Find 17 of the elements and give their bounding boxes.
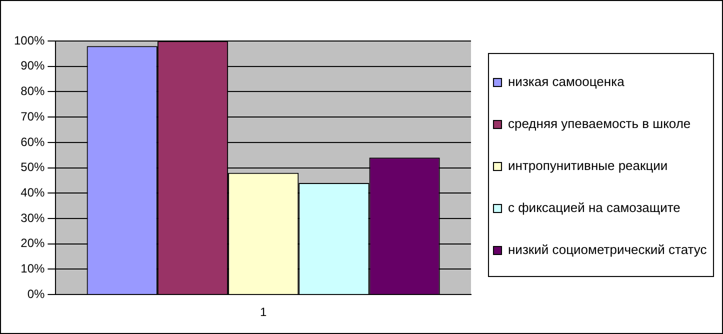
legend-label: низкая самооценка (508, 72, 624, 90)
legend-label: интропунитивные реакции (508, 156, 668, 174)
legend-label: с фиксацией на самозащите (508, 198, 680, 216)
legend-label: средняя упеваемость в школе (508, 114, 691, 132)
y-tick-label: 30% (20, 210, 46, 225)
y-tick-label: 70% (20, 109, 46, 124)
y-tick-label: 40% (20, 185, 46, 200)
y-tick-label: 100% (14, 33, 46, 48)
y-tick-label: 20% (20, 236, 46, 250)
y-tick-label: 50% (20, 160, 46, 174)
y-tick-label: 10% (20, 262, 46, 276)
y-tick-label: 90% (20, 58, 46, 73)
x-tick-label: 1 (260, 305, 267, 320)
y-tick-label: 60% (20, 134, 46, 149)
y-tick-label: 0% (27, 286, 46, 301)
y-tick-label: 80% (20, 84, 46, 98)
legend-label: низкий социометрический статус (508, 240, 707, 258)
